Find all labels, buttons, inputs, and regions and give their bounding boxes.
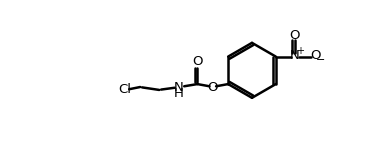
Text: O: O (289, 29, 300, 42)
Text: −: − (316, 54, 325, 65)
Text: O: O (192, 55, 203, 68)
Text: N: N (173, 81, 183, 94)
Text: H: H (173, 87, 183, 100)
Text: O: O (208, 81, 218, 94)
Text: +: + (296, 46, 304, 56)
Text: Cl: Cl (118, 83, 131, 96)
Text: O: O (311, 49, 321, 62)
Text: N: N (290, 49, 300, 62)
